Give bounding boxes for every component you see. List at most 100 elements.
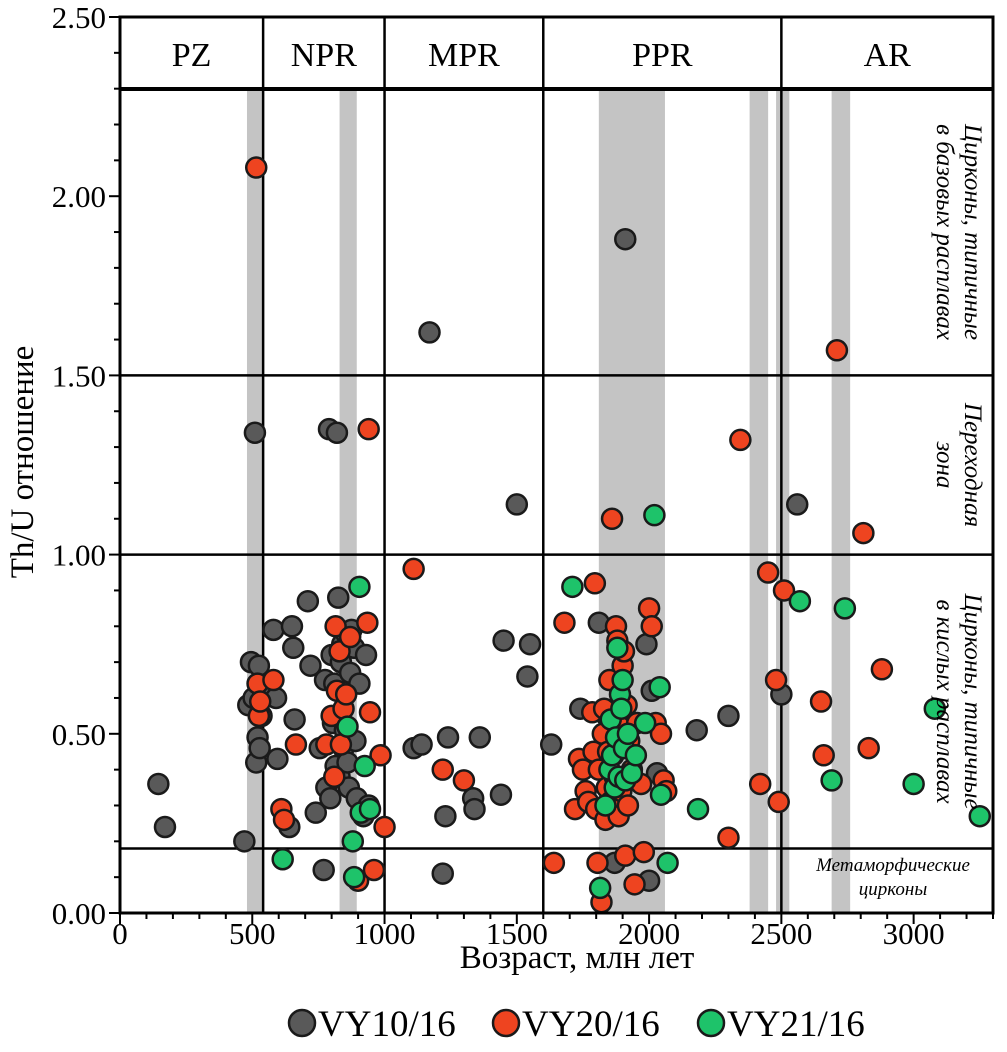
data-point bbox=[358, 701, 382, 724]
era-label-npr: NPR bbox=[291, 37, 357, 74]
data-point bbox=[489, 783, 513, 806]
data-point bbox=[323, 765, 346, 789]
data-point bbox=[624, 744, 648, 767]
data-point bbox=[283, 708, 306, 731]
zone-label-2-line-0: Цирконы, типичные bbox=[959, 593, 986, 810]
legend-label-vy20: VY20/16 bbox=[522, 1004, 660, 1045]
y-tick-label: 1.50 bbox=[52, 358, 106, 393]
zone-label-0-line-0: Цирконы, типичные bbox=[959, 123, 986, 340]
zone-boundary-lines bbox=[120, 374, 993, 850]
zone-label-1-line-0: Переходная bbox=[959, 402, 986, 527]
data-point bbox=[243, 421, 267, 444]
data-point bbox=[902, 772, 925, 796]
data-point bbox=[717, 826, 740, 849]
data-point bbox=[870, 658, 894, 681]
data-point bbox=[852, 521, 875, 545]
data-point bbox=[492, 629, 515, 652]
data-point bbox=[588, 876, 612, 900]
data-point bbox=[620, 761, 644, 785]
data-point bbox=[233, 830, 256, 853]
data-point bbox=[153, 815, 177, 839]
data-point bbox=[686, 797, 710, 821]
data-point bbox=[299, 654, 322, 677]
data-point bbox=[649, 722, 673, 746]
data-point bbox=[436, 726, 460, 749]
zone-label-metamorphic-line-1: цирконы bbox=[859, 879, 928, 900]
zone-label-2-line-1: в кислых расплавах bbox=[931, 599, 958, 803]
data-point bbox=[825, 339, 849, 362]
x-axis-title: Возраст, млн лет bbox=[460, 940, 695, 976]
data-point bbox=[505, 493, 529, 516]
x-tick-label: 0 bbox=[112, 916, 128, 951]
zone-label-1-line-1: зона bbox=[931, 441, 958, 489]
data-point bbox=[610, 697, 633, 720]
axis-tick-labels: 0 500 1000 1500 2000 2500 3000 0.00 0.50 1.00 1.50… bbox=[52, 0, 945, 951]
x-tick-label: 1000 bbox=[354, 916, 416, 951]
data-point bbox=[623, 873, 646, 896]
y-tick-label: 2.50 bbox=[52, 0, 106, 35]
data-point bbox=[788, 589, 812, 613]
data-point bbox=[452, 769, 476, 792]
data-point bbox=[348, 575, 371, 599]
plot-frame bbox=[118, 15, 995, 915]
data-point bbox=[812, 744, 835, 767]
data-point bbox=[685, 718, 708, 742]
data-point bbox=[729, 428, 752, 452]
data-point bbox=[282, 636, 305, 660]
data-point bbox=[280, 615, 304, 638]
data-point bbox=[833, 597, 857, 620]
data-point bbox=[353, 754, 376, 778]
data-point bbox=[284, 733, 308, 756]
data-point bbox=[319, 787, 342, 810]
legend-marker-vy20 bbox=[491, 1008, 521, 1038]
data-point bbox=[748, 772, 772, 796]
data-point bbox=[334, 683, 358, 706]
data-point bbox=[518, 632, 542, 656]
data-point bbox=[717, 704, 740, 728]
data-point bbox=[616, 794, 640, 817]
data-point bbox=[266, 747, 289, 771]
data-point bbox=[431, 862, 454, 885]
data-point bbox=[431, 758, 454, 781]
data-point bbox=[147, 772, 170, 796]
data-point bbox=[656, 851, 679, 875]
data-point bbox=[857, 736, 880, 760]
axis-ticks bbox=[109, 16, 994, 924]
data-point bbox=[764, 668, 788, 692]
data-point bbox=[923, 697, 947, 720]
shaded-band-3 bbox=[749, 89, 769, 913]
plot-border bbox=[118, 15, 995, 915]
data-point bbox=[767, 790, 790, 814]
data-point bbox=[402, 557, 425, 581]
data-point bbox=[614, 227, 637, 251]
data-point bbox=[539, 733, 563, 756]
x-tick-label: 2500 bbox=[750, 916, 812, 951]
data-point bbox=[640, 615, 663, 638]
data-point bbox=[248, 736, 271, 760]
data-point bbox=[262, 618, 285, 642]
data-point bbox=[594, 794, 617, 817]
y-tick-label: 2.00 bbox=[52, 179, 106, 214]
data-point bbox=[244, 156, 268, 179]
era-label-ppr: PPR bbox=[632, 37, 693, 74]
data-point bbox=[434, 804, 457, 828]
legend-marker-vy10 bbox=[287, 1008, 317, 1038]
data-point bbox=[463, 797, 486, 821]
shaded-band-5 bbox=[831, 89, 851, 913]
legend-label-vy21: VY21/16 bbox=[727, 1004, 865, 1045]
y-axis-title: Th/U отношение bbox=[5, 346, 41, 579]
data-point bbox=[586, 851, 609, 875]
data-point bbox=[418, 321, 441, 344]
data-point bbox=[312, 858, 335, 882]
y-tick-label: 0.50 bbox=[52, 717, 106, 752]
data-point bbox=[354, 643, 378, 667]
data-point bbox=[516, 665, 539, 688]
data-point bbox=[248, 690, 272, 713]
data-point bbox=[772, 579, 796, 602]
x-tick-label: 1500 bbox=[486, 916, 548, 951]
data-point bbox=[968, 804, 992, 828]
data-point bbox=[583, 572, 607, 595]
data-point bbox=[357, 417, 380, 441]
